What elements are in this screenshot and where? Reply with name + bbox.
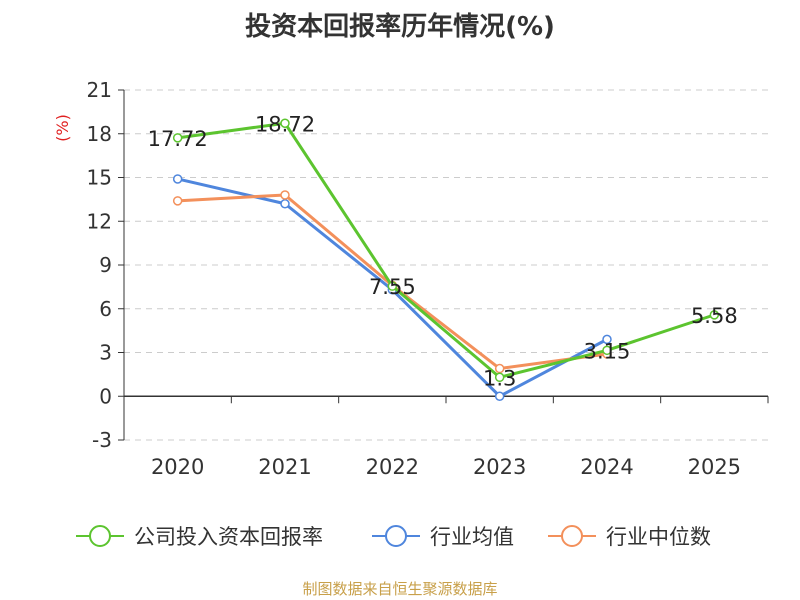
series-line	[177, 121, 715, 379]
source-note: 制图数据来自恒生聚源数据库	[302, 580, 498, 598]
data-point	[602, 334, 612, 345]
chart-title: 投资本回报率历年情况(%)	[245, 12, 555, 42]
legend-marker	[89, 525, 111, 547]
data-labels: 17.72 18.72 7.55 1.3 3.15 5.58	[148, 112, 738, 390]
y-tick-label: 12	[87, 209, 112, 233]
data-point	[494, 372, 505, 383]
data-point	[172, 196, 183, 206]
data-point	[280, 118, 290, 128]
legend-marker	[385, 525, 407, 547]
legend-marker	[561, 525, 583, 547]
data-point	[494, 391, 505, 401]
data-point	[709, 310, 720, 320]
axes: -3 0 3 6 9 12 15 18 21 2020 2021 2022 2023 2024 2025 (%…	[53, 78, 769, 479]
x-tick-label: 2023	[473, 455, 526, 479]
x-tick-label: 2021	[258, 455, 311, 479]
x-tick-label: 2022	[366, 455, 419, 479]
grid-lines	[124, 89, 768, 441]
data-point	[602, 345, 612, 356]
series-lines	[172, 118, 720, 401]
data-label: 3.15	[584, 339, 631, 363]
data-point	[280, 190, 290, 200]
data-label: 1.3	[483, 366, 516, 390]
legend-label: 公司投入资本回报率	[134, 525, 323, 549]
x-tick-label: 2025	[688, 455, 741, 479]
data-label: 7.55	[369, 275, 416, 299]
x-tick-label: 2020	[151, 455, 204, 479]
y-axis-label: (%)	[53, 114, 72, 142]
data-point	[280, 199, 290, 209]
legend-label: 行业均值	[430, 525, 514, 549]
y-tick-label: 21	[87, 78, 112, 102]
legend: 公司投入资本回报率 行业均值 行业中位数	[76, 525, 711, 549]
data-point	[172, 133, 183, 143]
data-point	[172, 174, 183, 184]
data-point	[387, 281, 398, 291]
y-tick-label: -3	[92, 428, 112, 452]
y-tick-label: 3	[99, 341, 112, 365]
data-label: 17.72	[148, 127, 208, 151]
y-tick-label: 9	[99, 253, 112, 277]
y-tick-label: 6	[99, 297, 112, 321]
data-label: 5.58	[691, 304, 738, 328]
y-tick-label: 15	[87, 166, 112, 190]
legend-label: 行业中位数	[606, 525, 711, 549]
data-label: 18.72	[255, 112, 315, 136]
x-tick-label: 2024	[580, 455, 633, 479]
y-tick-label: 18	[87, 122, 112, 146]
y-tick-label: 0	[99, 384, 112, 408]
